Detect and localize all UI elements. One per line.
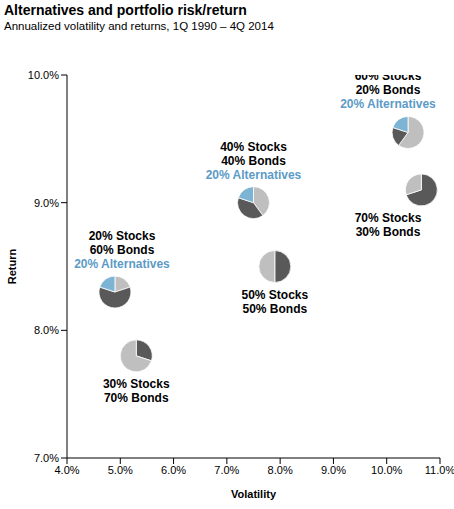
svg-text:20% Stocks60% Bonds20% Alterna: 20% Stocks60% Bonds20% Alternatives	[74, 229, 170, 271]
svg-text:40% Stocks40% Bonds20% Alterna: 40% Stocks40% Bonds20% Alternatives	[206, 140, 302, 182]
svg-text:Volatility: Volatility	[231, 488, 277, 500]
svg-text:9.0%: 9.0%	[321, 464, 346, 476]
svg-text:10.0%: 10.0%	[371, 464, 402, 476]
svg-text:8.0%: 8.0%	[268, 464, 293, 476]
svg-text:8.0%: 8.0%	[34, 324, 59, 336]
svg-text:6.0%: 6.0%	[161, 464, 186, 476]
svg-text:60% Stocks20% Bonds20% Alterna: 60% Stocks20% Bonds20% Alternatives	[340, 75, 436, 111]
svg-text:50% Stocks50% Bonds: 50% Stocks50% Bonds	[241, 288, 308, 316]
svg-text:Return: Return	[8, 249, 18, 285]
svg-text:9.0%: 9.0%	[34, 197, 59, 209]
svg-text:10.0%: 10.0%	[28, 69, 59, 81]
svg-text:70% Stocks30% Bonds: 70% Stocks30% Bonds	[355, 211, 422, 239]
html-text:Alternatives and portfolio ris: Alternatives and portfolio risk/return	[4, 2, 247, 18]
svg-text:30% Stocks70% Bonds: 30% Stocks70% Bonds	[103, 377, 170, 405]
html-text:Annualized volatility and retu: Annualized volatility and returns, 1Q 19…	[4, 20, 274, 32]
svg-text:5.0%: 5.0%	[108, 464, 133, 476]
svg-text:7.0%: 7.0%	[214, 464, 239, 476]
svg-text:7.0%: 7.0%	[34, 452, 59, 464]
svg-text:4.0%: 4.0%	[54, 464, 79, 476]
svg-text:11.0%: 11.0%	[425, 464, 446, 476]
